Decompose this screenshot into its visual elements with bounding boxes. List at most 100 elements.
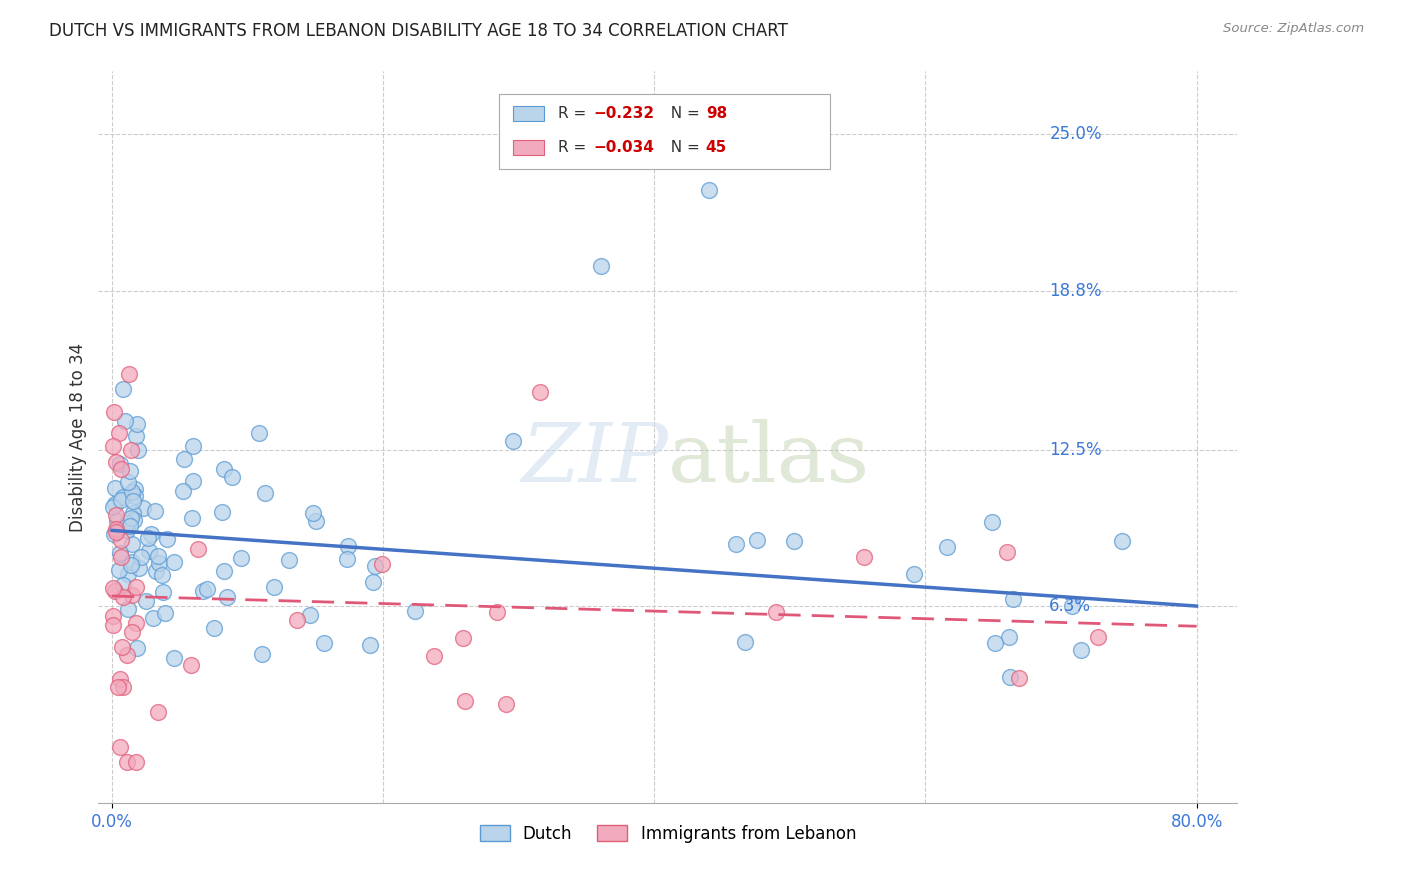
Point: [111, 577, 134, 591]
Point: [125, 640, 148, 655]
Point: [104, 583, 127, 598]
Point: [173, 452, 195, 467]
Point: [734, 635, 756, 649]
Point: [263, 580, 285, 594]
Text: −0.034: −0.034: [593, 140, 654, 154]
Point: [111, 680, 134, 694]
Point: [150, 567, 173, 582]
Text: DUTCH VS IMMIGRANTS FROM LEBANON DISABILITY AGE 18 TO 34 CORRELATION CHART: DUTCH VS IMMIGRANTS FROM LEBANON DISABIL…: [49, 22, 789, 40]
Point: [125, 616, 148, 631]
Point: [103, 405, 125, 419]
Point: [105, 524, 128, 539]
Point: [998, 630, 1021, 644]
Point: [122, 506, 145, 520]
Point: [187, 541, 209, 556]
Point: [998, 669, 1021, 683]
Text: N =: N =: [661, 106, 704, 120]
Point: [110, 740, 132, 755]
Point: [724, 537, 747, 551]
Point: [110, 461, 132, 475]
Point: [103, 438, 125, 452]
Point: [231, 551, 253, 566]
Point: [121, 625, 143, 640]
Point: [107, 426, 129, 441]
Point: [125, 756, 148, 770]
Point: [127, 443, 149, 458]
Point: [370, 558, 392, 572]
Point: [502, 434, 524, 449]
Point: [108, 458, 131, 472]
Point: [211, 505, 233, 519]
Point: [118, 464, 141, 478]
Point: [124, 483, 146, 497]
Point: [217, 590, 239, 604]
Point: [747, 533, 769, 547]
Point: [995, 545, 1018, 559]
Point: [103, 481, 125, 495]
Point: [117, 475, 139, 490]
Point: [984, 636, 1007, 650]
Text: atlas: atlas: [668, 419, 870, 499]
Point: [124, 428, 146, 442]
Point: [108, 545, 131, 559]
Point: [105, 522, 128, 536]
Point: [146, 706, 169, 720]
Point: [783, 534, 806, 549]
Text: 12.5%: 12.5%: [1049, 441, 1102, 458]
Point: [485, 606, 508, 620]
Point: [104, 454, 127, 468]
Point: [181, 439, 204, 453]
Point: [107, 680, 129, 694]
Point: [112, 591, 135, 605]
Text: Source: ZipAtlas.com: Source: ZipAtlas.com: [1223, 22, 1364, 36]
Point: [302, 506, 325, 520]
Text: R =: R =: [558, 140, 592, 154]
Point: [142, 610, 165, 624]
Point: [163, 650, 186, 665]
Point: [183, 475, 205, 489]
Point: [156, 532, 179, 546]
Point: [117, 567, 139, 582]
Point: [853, 549, 876, 564]
Point: [247, 425, 270, 440]
Point: [1111, 533, 1133, 548]
Point: [115, 756, 138, 770]
Text: ZIP: ZIP: [522, 419, 668, 499]
Point: [212, 462, 235, 476]
Point: [180, 657, 202, 672]
Point: [364, 559, 387, 574]
Point: [136, 531, 159, 545]
Point: [305, 514, 328, 528]
Legend: Dutch, Immigrants from Lebanon: Dutch, Immigrants from Lebanon: [472, 818, 863, 849]
Point: [117, 523, 139, 537]
Point: [128, 561, 150, 575]
Point: [1070, 642, 1092, 657]
Point: [115, 516, 138, 531]
Point: [163, 555, 186, 569]
Point: [1008, 671, 1031, 685]
Point: [138, 544, 160, 558]
Text: −0.232: −0.232: [593, 106, 654, 120]
Point: [1060, 599, 1083, 613]
Point: [221, 470, 243, 484]
Point: [101, 581, 124, 595]
Point: [152, 585, 174, 599]
Point: [125, 580, 148, 594]
Point: [121, 484, 143, 499]
Point: [903, 567, 925, 582]
Point: [112, 382, 135, 396]
Point: [143, 503, 166, 517]
Point: [129, 549, 152, 564]
Point: [181, 511, 204, 525]
Point: [110, 549, 132, 564]
Point: [127, 417, 149, 431]
Y-axis label: Disability Age 18 to 34: Disability Age 18 to 34: [69, 343, 87, 532]
Point: [105, 514, 128, 528]
Point: [110, 493, 132, 508]
Point: [120, 519, 142, 533]
Text: N =: N =: [661, 140, 704, 154]
Point: [495, 697, 517, 711]
Point: [172, 484, 194, 499]
Point: [101, 618, 124, 632]
Text: 6.3%: 6.3%: [1049, 597, 1091, 615]
